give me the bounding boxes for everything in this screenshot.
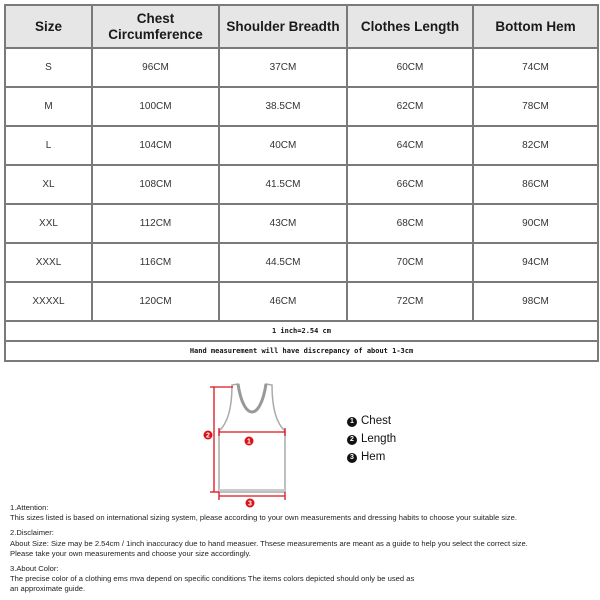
hem-marker (218, 492, 286, 500)
size-chart-table: Size Chest Circumference Shoulder Breadth C… (4, 4, 599, 362)
table-cell: 46CM (218, 281, 348, 322)
marker-1: 1 (247, 439, 251, 446)
note-text: About Size: Size may be 2.54cm / 1inch i… (10, 538, 528, 548)
column-header: Chest Circumference (91, 4, 220, 49)
note-text: an approximate guide. (10, 584, 86, 594)
table-row: XXXXL 120CM 46CM 72CM 98CM (4, 281, 599, 322)
table-cell: 94CM (472, 242, 599, 283)
table-cell: 104CM (91, 125, 220, 166)
table-row: XXXL 116CM 44.5CM 70CM 94CM (4, 242, 599, 283)
marker-2: 2 (206, 433, 210, 440)
legend-hem: 3 Hem (347, 451, 385, 463)
table-header-row: Size Chest Circumference Shoulder Breadth C… (4, 4, 599, 49)
table-cell: 66CM (346, 164, 474, 205)
note-block: 1.Attention: This sizes listed is based o… (10, 503, 580, 523)
column-header: Size (4, 4, 93, 49)
table-cell: 38.5CM (218, 86, 348, 127)
table-row: XXL 112CM 43CM 68CM 90CM (4, 203, 599, 244)
legend-label: Length (361, 433, 397, 445)
table-cell: 90CM (472, 203, 599, 244)
note-text: This sizes listed is based on internatio… (10, 513, 517, 523)
discrepancy-note: Hand measurement will have discrepancy o… (4, 340, 599, 362)
legend-number: 2 (347, 435, 357, 445)
table-cell: 78CM (472, 86, 599, 127)
length-marker (210, 386, 233, 493)
table-cell: 120CM (91, 281, 220, 322)
chest-marker (218, 428, 286, 436)
table-cell: 60CM (346, 47, 474, 88)
table-cell: 68CM (346, 203, 474, 244)
table-row: S 96CM 37CM 60CM 74CM (4, 47, 599, 88)
note-title: 2.Disclaimer: (10, 528, 54, 538)
table-cell: 72CM (346, 281, 474, 322)
table-cell: 37CM (218, 47, 348, 88)
note-block: 3.About Color: The precise color of a clo… (10, 564, 580, 595)
table-cell: 62CM (346, 86, 474, 127)
table-cell: 41.5CM (218, 164, 348, 205)
table-cell: 86CM (472, 164, 599, 205)
table-cell: L (4, 125, 93, 166)
table-cell: 116CM (91, 242, 220, 283)
table-cell: 64CM (346, 125, 474, 166)
legend-number: 3 (347, 453, 357, 463)
table-cell: 44.5CM (218, 242, 348, 283)
table-cell: 43CM (218, 203, 348, 244)
note-block: 2.Disclaimer: About Size: Size may be 2.5… (10, 528, 580, 559)
legend-length: 2 Length (347, 433, 396, 445)
table-cell: 100CM (91, 86, 220, 127)
tank-top-diagram: 1 2 3 (203, 383, 286, 508)
table-cell: M (4, 86, 93, 127)
table-cell: 40CM (218, 125, 348, 166)
table-cell: S (4, 47, 93, 88)
marker-3: 3 (248, 501, 252, 508)
conversion-note: 1 inch=2.54 cm (4, 320, 599, 342)
legend-chest: 1 Chest (347, 415, 391, 427)
legend-label: Chest (361, 415, 392, 427)
table-cell: XXXL (4, 242, 93, 283)
column-header: Bottom Hem (472, 4, 599, 49)
note-title: 3.About Color: (10, 564, 59, 574)
table-cell: 82CM (472, 125, 599, 166)
table-cell: XXXXL (4, 281, 93, 322)
note-text: Please take your own measurements and ch… (10, 548, 251, 558)
table-cell: 108CM (91, 164, 220, 205)
notes-section: 1.Attention: This sizes listed is based o… (10, 503, 580, 600)
table-cell: XL (4, 164, 93, 205)
table-cell: 96CM (91, 47, 220, 88)
note-title: 1.Attention: (10, 503, 49, 512)
column-header: Shoulder Breadth (218, 4, 348, 49)
table-cell: 112CM (91, 203, 220, 244)
table-cell: 74CM (472, 47, 599, 88)
note-text: The precise color of a clothing ems mva … (10, 574, 415, 584)
table-row: M 100CM 38.5CM 62CM 78CM (4, 86, 599, 127)
legend-label: Hem (361, 451, 386, 463)
legend-number: 1 (347, 417, 357, 427)
table-cell: 98CM (472, 281, 599, 322)
table-row: L 104CM 40CM 64CM 82CM (4, 125, 599, 166)
table-row: XL 108CM 41.5CM 66CM 86CM (4, 164, 599, 205)
column-header: Clothes Length (346, 4, 474, 49)
table-cell: XXL (4, 203, 93, 244)
table-cell: 70CM (346, 242, 474, 283)
